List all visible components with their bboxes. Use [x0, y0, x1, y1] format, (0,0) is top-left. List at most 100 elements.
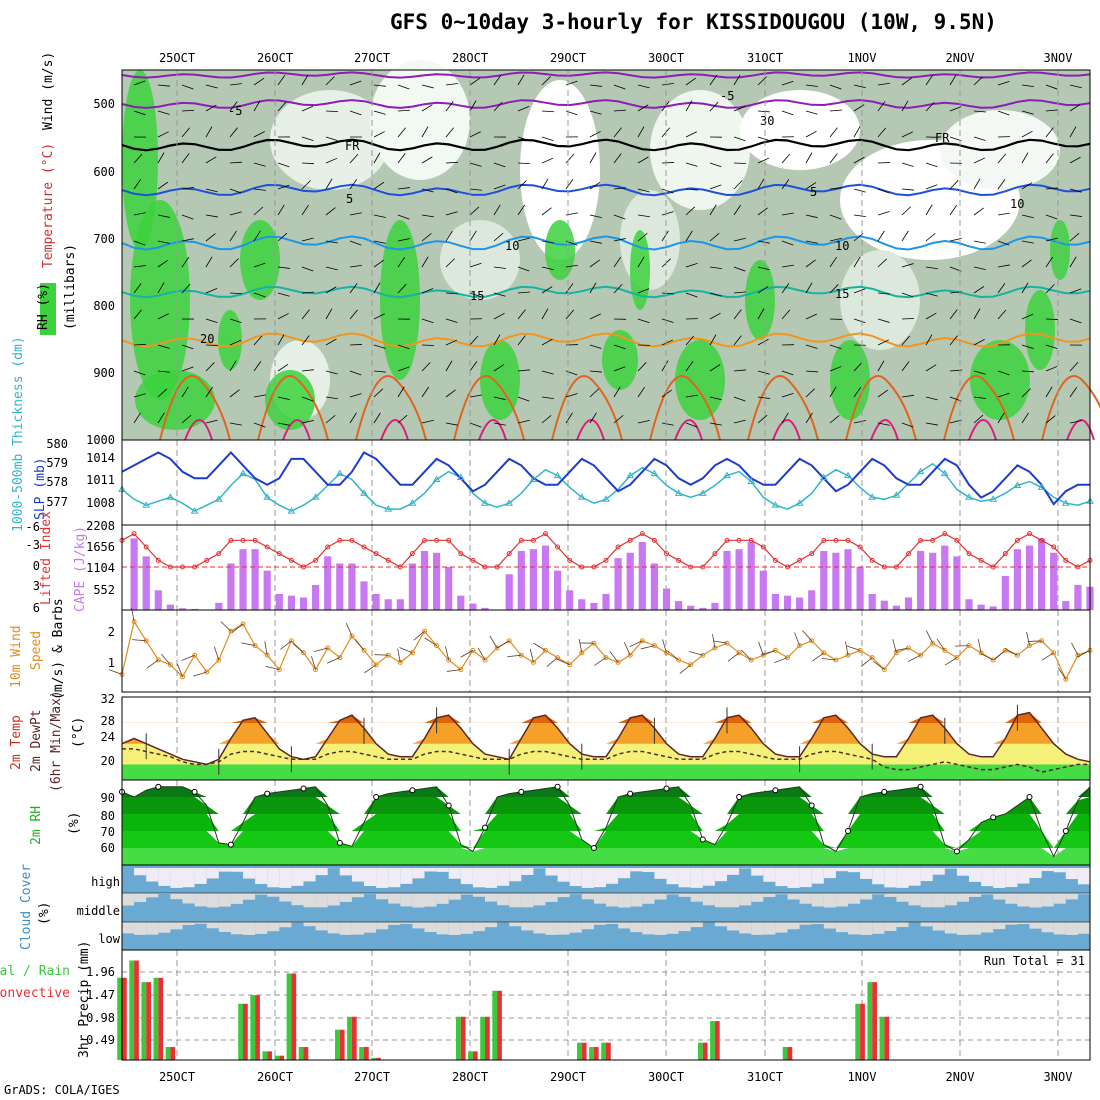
lifted-index-line: [121, 532, 1091, 568]
wind-barb: [997, 264, 1010, 268]
cape-bar: [832, 552, 840, 610]
cloud-gap-high: [690, 868, 703, 888]
precip-convective-bar: [364, 1047, 369, 1060]
wind10-point: [772, 647, 778, 653]
rh2m-point: [590, 845, 597, 851]
cloud-gap-high: [1065, 868, 1078, 880]
cloud-gap-high: [315, 868, 328, 876]
thickness-point: [553, 471, 562, 479]
wind-barb: [301, 396, 314, 402]
lifted-index-point: [373, 551, 379, 557]
wind-barb: [685, 335, 695, 346]
wind10-point: [301, 650, 306, 656]
contour-30: [1066, 419, 1095, 441]
wind-barb: [781, 179, 790, 190]
cloud-gap-middle: [1029, 893, 1042, 908]
cloud-gap-middle: [690, 893, 703, 902]
contour-label: 20: [200, 332, 214, 346]
wind10-barb: [845, 641, 849, 656]
wind10-point: [373, 662, 379, 668]
cloud-gap-middle: [158, 893, 171, 894]
wind-barb: [445, 188, 458, 194]
precip-total-bar: [879, 1016, 885, 1060]
wind-barb: [829, 84, 842, 90]
contour-label: 5: [346, 192, 353, 206]
cloud-gap-high: [981, 868, 994, 887]
wind-barb: [997, 309, 1007, 320]
cape-bar: [989, 606, 997, 610]
wind-barb: [877, 211, 890, 216]
cloud-gap-high: [485, 868, 498, 888]
wind10-barb: [280, 640, 292, 650]
wind-barb: [421, 288, 434, 294]
wind-barb: [469, 292, 482, 298]
cape-bar: [312, 584, 320, 610]
wind-barb: [349, 344, 363, 346]
wind-barb: [397, 153, 406, 164]
chart-title: GFS 0~10day 3-hourly for KISSIDOUGOU (10…: [390, 10, 997, 34]
wind-barb: [1021, 110, 1034, 115]
cape-bar: [1025, 545, 1034, 610]
cloud-gap-high: [206, 868, 219, 879]
wind10-point: [216, 657, 222, 663]
wind-barb: [205, 288, 218, 294]
wind-barb: [229, 389, 240, 398]
cape-bar: [602, 593, 610, 610]
cloud-gap-middle: [884, 893, 897, 897]
wind-barb: [373, 181, 385, 190]
wind-barb: [349, 283, 358, 294]
rh2m-point: [227, 841, 234, 848]
wind-barb: [589, 388, 599, 398]
rh-light-patch: [270, 90, 390, 190]
slp-axis-label: SLP (mb): [33, 457, 48, 520]
cloud-gap-low: [194, 922, 207, 924]
precip-convective-bar: [606, 1042, 611, 1060]
rh2m-band: [122, 786, 1090, 797]
wind10-point: [821, 650, 827, 656]
wind-barb: [373, 282, 381, 294]
cloud-gap-middle: [521, 893, 534, 908]
precip-total-bar: [855, 1003, 861, 1060]
rh2m-point: [155, 783, 162, 790]
cape-bar: [408, 563, 416, 610]
wind-barb: [493, 364, 505, 372]
thickness-point: [287, 507, 296, 514]
cloud-gap-middle: [872, 893, 885, 895]
wind-barb: [253, 230, 261, 242]
cape-axis-label: CAPE (J/kg): [73, 526, 88, 612]
thickness-point: [360, 489, 368, 496]
rh2m-point: [627, 790, 634, 797]
wind-barb: [325, 136, 338, 142]
wind-barb: [301, 291, 314, 294]
rh2m-point: [191, 788, 198, 795]
cape-bar: [227, 563, 235, 610]
wind10-barb: [264, 641, 268, 656]
wind-barb: [205, 156, 217, 164]
wind-barb: [541, 110, 555, 113]
wind-barb: [853, 188, 866, 193]
cloud-gap-low: [460, 922, 473, 934]
bottom-date-label: 27OCT: [354, 1070, 390, 1084]
thickness-point: [239, 469, 247, 477]
cape-bar: [1038, 538, 1046, 610]
wind-barb: [277, 162, 290, 168]
wind-barb: [205, 104, 217, 112]
wind-barb: [1021, 282, 1029, 294]
rh-moist-area: [630, 230, 650, 310]
precip-total-bar: [165, 1047, 171, 1060]
cloud-gap-middle: [981, 893, 994, 895]
cape-bar: [783, 595, 792, 610]
lifted-index-point: [288, 557, 294, 563]
wind-barb: [613, 214, 626, 220]
lifted-index-point: [833, 537, 839, 543]
precip-convective-bar: [593, 1047, 599, 1060]
wind-barb: [205, 256, 213, 268]
wind-barb: [973, 240, 986, 244]
lifted-index-point: [301, 564, 306, 570]
cloud-gap-low: [485, 922, 498, 928]
wind-barb: [805, 240, 818, 244]
wind-barb: [901, 361, 910, 372]
thickness-point: [868, 493, 877, 500]
wind-barb: [349, 393, 362, 398]
thickness-point: [577, 493, 586, 500]
